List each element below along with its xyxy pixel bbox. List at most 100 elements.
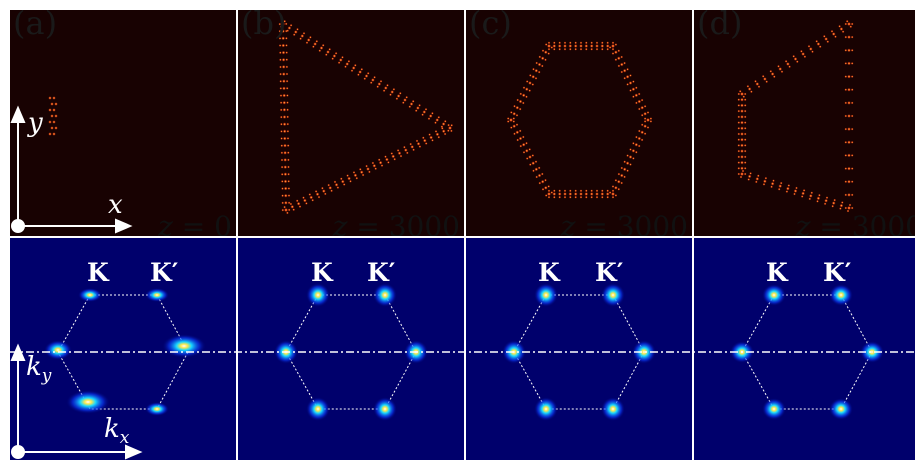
beam-spot — [800, 195, 804, 198]
beam-spot — [518, 107, 522, 111]
beam-spot — [395, 97, 399, 101]
beam-spot — [411, 99, 415, 103]
beam-spot — [743, 161, 747, 165]
beam-spot — [563, 47, 567, 51]
beam-spot — [382, 89, 386, 93]
beam-spot — [844, 193, 848, 197]
beam-spot — [786, 62, 790, 66]
beam-spot — [848, 203, 852, 207]
beam-spot — [740, 115, 744, 119]
beam-spot — [282, 129, 287, 134]
k-peak — [306, 283, 330, 307]
beam-spot — [584, 44, 589, 48]
valley-Kp-c: K′ — [595, 258, 624, 287]
beam-spot — [383, 86, 388, 90]
beam-spot — [296, 201, 301, 206]
beam-spot — [740, 120, 744, 125]
beam-spot — [595, 44, 599, 48]
beam-spot — [779, 181, 783, 185]
axis-label-kx: kx — [104, 414, 130, 449]
beam-spot — [50, 114, 54, 118]
beam-spot — [552, 47, 556, 51]
beam-spot — [515, 113, 519, 117]
beam-spot — [305, 41, 309, 45]
beam-spot — [743, 172, 747, 176]
beam-spot — [441, 129, 446, 134]
beam-spot — [385, 157, 389, 162]
beam-spot — [279, 58, 282, 62]
beam-spot — [847, 101, 851, 105]
beam-spot — [515, 123, 519, 127]
beam-spot — [568, 41, 572, 45]
beam-spot — [405, 151, 409, 155]
beam-spot — [816, 42, 821, 46]
beam-spot — [390, 90, 395, 94]
beam-spot — [338, 58, 343, 62]
beam-spot — [447, 123, 450, 127]
beam-spot — [757, 85, 761, 89]
hexagon-edge — [506, 43, 554, 123]
beam-spot — [795, 186, 798, 190]
beam-spot — [280, 158, 284, 162]
beam-spot — [737, 92, 741, 96]
beam-spot — [762, 182, 766, 186]
beam-spot — [808, 47, 813, 51]
beam-spot — [617, 187, 621, 191]
beam-spot — [321, 186, 324, 190]
beam-spot — [847, 127, 851, 131]
beam-spot — [282, 122, 287, 127]
beam-spot — [617, 64, 621, 68]
beam-spot — [620, 181, 624, 185]
beam-spot — [614, 185, 618, 190]
k-peak — [162, 334, 206, 358]
beam-spot — [844, 22, 848, 26]
beam-spot — [283, 165, 288, 170]
valley-K-b: K — [311, 258, 333, 287]
beam-spot — [512, 124, 517, 129]
beam-spot — [649, 117, 653, 120]
beam-spot — [358, 167, 362, 171]
beam-spot — [772, 179, 775, 183]
beam-spot — [637, 144, 641, 148]
beam-spot — [550, 191, 554, 194]
beam-spot — [839, 203, 844, 208]
beam-spot — [640, 105, 645, 110]
beam-spot — [285, 51, 289, 54]
beam-spot — [600, 189, 604, 193]
beam-spot — [300, 34, 305, 38]
beam-spot — [563, 195, 567, 199]
beam-spot — [283, 19, 287, 23]
beam-spot — [282, 115, 287, 119]
beam-spot — [563, 41, 567, 45]
beam-spot — [429, 135, 433, 140]
beam-spot — [793, 57, 798, 61]
beam-spot — [611, 41, 615, 45]
beam-spot — [631, 87, 636, 92]
beam-spot — [600, 41, 604, 45]
beam-spot — [793, 189, 798, 193]
beam-spot — [283, 150, 287, 155]
beam-spot — [844, 88, 848, 92]
panel-c-real-space: (c) z = 3000 — [466, 10, 692, 236]
beam-spot — [558, 195, 562, 199]
beam-spot — [377, 158, 381, 162]
beam-spot — [522, 150, 526, 154]
beam-spot — [281, 194, 284, 198]
beam-spot — [631, 148, 636, 153]
beam-spot — [634, 86, 638, 90]
beam-spot — [737, 138, 741, 142]
beam-spot — [506, 120, 510, 123]
k-peak — [534, 397, 558, 421]
beam-spot — [443, 132, 447, 136]
beam-spot — [595, 192, 599, 196]
beam-spot — [525, 157, 529, 160]
beam-spot — [811, 50, 814, 54]
beam-spot — [743, 132, 747, 136]
beam-spot — [355, 176, 359, 180]
beam-spot — [765, 80, 769, 84]
beam-spot — [754, 79, 757, 83]
beam-spot — [287, 26, 292, 30]
beam-spot — [632, 157, 635, 160]
beam-spot — [646, 111, 650, 114]
